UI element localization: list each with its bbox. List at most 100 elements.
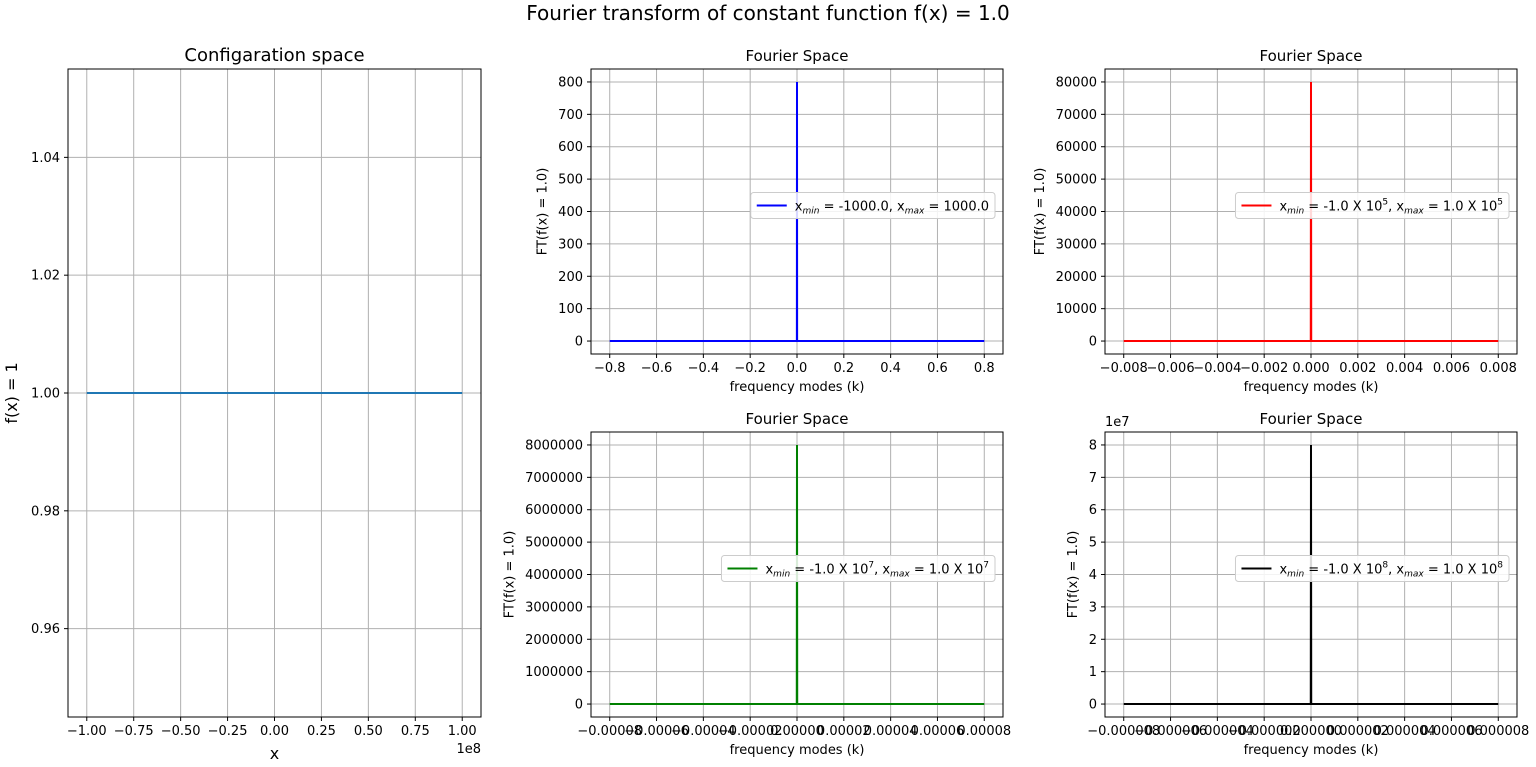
figure-title: Fourier transform of constant function f… [526,1,1010,25]
legend-superscript: 8 [1382,561,1388,571]
x-axis-label: frequency modes (k) [1244,380,1379,395]
legend-superscript: 5 [1497,198,1503,208]
y-tick-label: 1 [1089,665,1097,680]
x-tick-label: −0.6 [641,361,673,376]
legend-box [750,192,996,219]
legend-subscript: min [1287,207,1304,217]
y-tick-label: 3 [1089,600,1097,615]
x-tick-label: 0.000004 [1374,724,1436,739]
x-tick-label: 0.00008 [957,724,1011,739]
x-offset-text: 1e8 [456,742,481,757]
x-axis-label: frequency modes (k) [730,380,865,395]
legend-box [1234,555,1510,582]
legend-superscript: 7 [983,561,989,571]
x-tick-label: 0.75 [401,724,430,739]
x-tick-label: 0.002 [1339,361,1376,376]
x-tick-label: −0.000002 [1228,724,1301,739]
legend-box [720,555,996,582]
y-tick-label: 4000000 [525,568,583,583]
x-tick-label: 1.00 [448,724,477,739]
x-tick-label: 0.006 [1433,361,1470,376]
legend: xmin = -1.0 X 105, xmax = 1.0 X 105 [1234,192,1510,219]
subplot-title: Configaration space [184,45,364,66]
x-tick-label: 0.4 [880,361,901,376]
y-tick-label: 1000000 [525,665,583,680]
legend-superscript: 7 [868,561,874,571]
legend-text-part: x [765,563,773,578]
y-tick-label: 0 [575,698,583,713]
x-tick-label: −0.00004 [671,724,736,739]
y-tick-label: 2000000 [525,633,583,648]
legend: xmin = -1.0 X 107, xmax = 1.0 X 107 [720,555,996,582]
legend-subscript: min [1287,570,1304,580]
y-tick-label: 40000 [1056,205,1097,220]
x-axis-label: x [270,744,279,763]
y-tick-label: 3000000 [525,600,583,615]
subplot-title: Fourier Space [1260,410,1363,428]
x-tick-label: −0.50 [161,724,201,739]
x-tick-label: 0.000000 [1280,724,1342,739]
x-tick-label: −0.004 [1193,361,1241,376]
x-tick-label: 0.000006 [1420,724,1482,739]
legend-text-part: , x [1388,563,1404,578]
x-axis-label: frequency modes (k) [730,743,865,758]
legend-text-part: = -1.0 X 10 [1304,200,1382,215]
legend-box [1234,192,1510,219]
legend-superscript: 8 [1497,561,1503,571]
y-tick-label: 2 [1089,633,1097,648]
series-line [609,444,985,706]
y-tick-label: 50000 [1056,173,1097,188]
y-tick-label: 700 [558,108,583,123]
y-tick-label: 0.98 [31,504,60,519]
x-tick-label: −0.8 [594,361,626,376]
y-tick-label: 8000000 [525,438,583,453]
y-tick-label: 7 [1089,471,1097,486]
legend-superscript: 5 [1382,198,1388,208]
series-line [1123,444,1499,706]
legend-text-part: x [1279,563,1287,578]
x-tick-label: 0.00000 [770,724,824,739]
y-tick-label: 600 [558,140,583,155]
y-offset-text: 1e7 [1105,415,1130,430]
legend-text-part: x [1279,200,1287,215]
y-axis-label: FT(f(x) = 1.0) [535,168,550,256]
x-tick-label: 0.50 [354,724,383,739]
x-tick-label: −0.00006 [624,724,689,739]
y-tick-label: 1.00 [31,387,60,402]
y-tick-label: 0 [575,335,583,350]
legend-subscript: max [890,570,910,580]
y-tick-label: 0 [1089,335,1097,350]
x-tick-label: −0.75 [114,724,154,739]
subplot-title: Fourier Space [746,47,849,65]
legend-text-part: , x [874,563,890,578]
x-tick-label: −0.2 [734,361,766,376]
legend-subscript: min [773,570,790,580]
y-tick-label: 5 [1089,536,1097,551]
x-tick-label: 0.00 [260,724,289,739]
series-line [1123,81,1499,343]
x-tick-label: −0.002 [1240,361,1288,376]
y-tick-label: 7000000 [525,471,583,486]
y-tick-label: 20000 [1056,270,1097,285]
x-tick-label: −0.000006 [1134,724,1207,739]
y-axis-label: FT(f(x) = 1.0) [503,531,518,619]
x-tick-label: −0.00002 [718,724,783,739]
legend-label: xmin = -1000.0, xmax = 1000.0 [795,200,989,217]
legend-text-part: , x [1388,200,1404,215]
legend-subscript: max [1404,570,1424,580]
x-tick-label: −0.006 [1146,361,1194,376]
legend: xmin = -1.0 X 108, xmax = 1.0 X 108 [1234,555,1510,582]
y-tick-label: 8 [1089,438,1097,453]
subplot-fourier1: −0.8 −0.6 −0.4 −0.2 0.0 0.2 0.4 0.6 0.8 0 100 200 30… [535,47,1004,395]
legend-label: xmin = -1.0 X 108, xmax = 1.0 X 108 [1279,561,1503,580]
y-tick-label: 4 [1089,568,1097,583]
x-tick-label: 0.004 [1386,361,1423,376]
y-tick-label: 80000 [1056,75,1097,90]
x-tick-label: 0.0 [787,361,808,376]
legend-text-part: = 1000.0 [924,200,989,215]
x-tick-label: −0.008 [1100,361,1148,376]
x-axis-label: frequency modes (k) [1244,743,1379,758]
y-tick-label: 6 [1089,503,1097,518]
x-tick-label: 0.000 [1292,361,1329,376]
